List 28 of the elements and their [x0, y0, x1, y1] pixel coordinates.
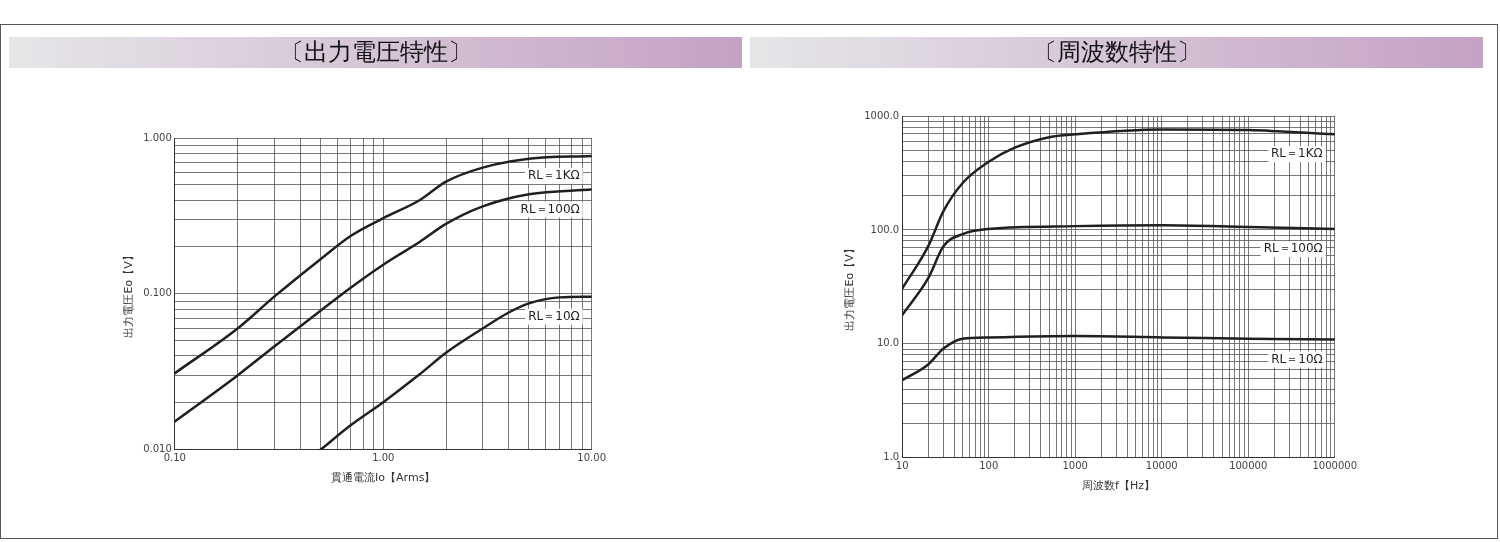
y-tick-label: 10.0: [876, 337, 900, 349]
series-label: RL＝1KΩ: [1271, 146, 1323, 161]
series-label: RL＝100Ω: [1263, 241, 1323, 256]
x-tick-label: 1000: [1062, 460, 1088, 472]
y-tick-label: 1.000: [143, 131, 172, 143]
y-tick-label: 0.100: [143, 287, 172, 299]
series-label: RL＝100Ω: [520, 201, 580, 216]
series-label: RL＝10Ω: [528, 308, 580, 323]
x-tick-label: 1000000: [1312, 460, 1358, 472]
y-tick-label: 100.0: [870, 223, 900, 235]
chart-title: 〔出力電圧特性〕: [9, 37, 742, 68]
x-tick-label: 100: [979, 460, 999, 472]
x-axis-title: 周波数f【Hz】: [1082, 479, 1155, 493]
y-axis-title: 出力電圧Eo【V】: [843, 243, 857, 331]
x-tick-label: 10.00: [577, 452, 607, 464]
chart-title: 〔周波数特性〕: [750, 37, 1483, 68]
x-tick-label: 10000: [1145, 460, 1178, 472]
series-label: RL＝10Ω: [1271, 351, 1323, 366]
y-tick-label: 0.010: [143, 443, 172, 455]
y-tick-label: 1.0: [883, 451, 900, 463]
x-tick-label: 1.00: [372, 452, 395, 464]
x-tick-label: 0.10: [163, 452, 186, 464]
x-tick-label: 10: [895, 460, 909, 472]
y-axis-title: 出力電圧Eo【V】: [122, 250, 136, 338]
x-tick-label: 100000: [1229, 460, 1268, 472]
series-label: RL＝1KΩ: [527, 168, 580, 183]
x-axis-title: 貫通電流Io【Arms】: [331, 471, 436, 485]
y-tick-label: 1000.0: [864, 109, 900, 121]
